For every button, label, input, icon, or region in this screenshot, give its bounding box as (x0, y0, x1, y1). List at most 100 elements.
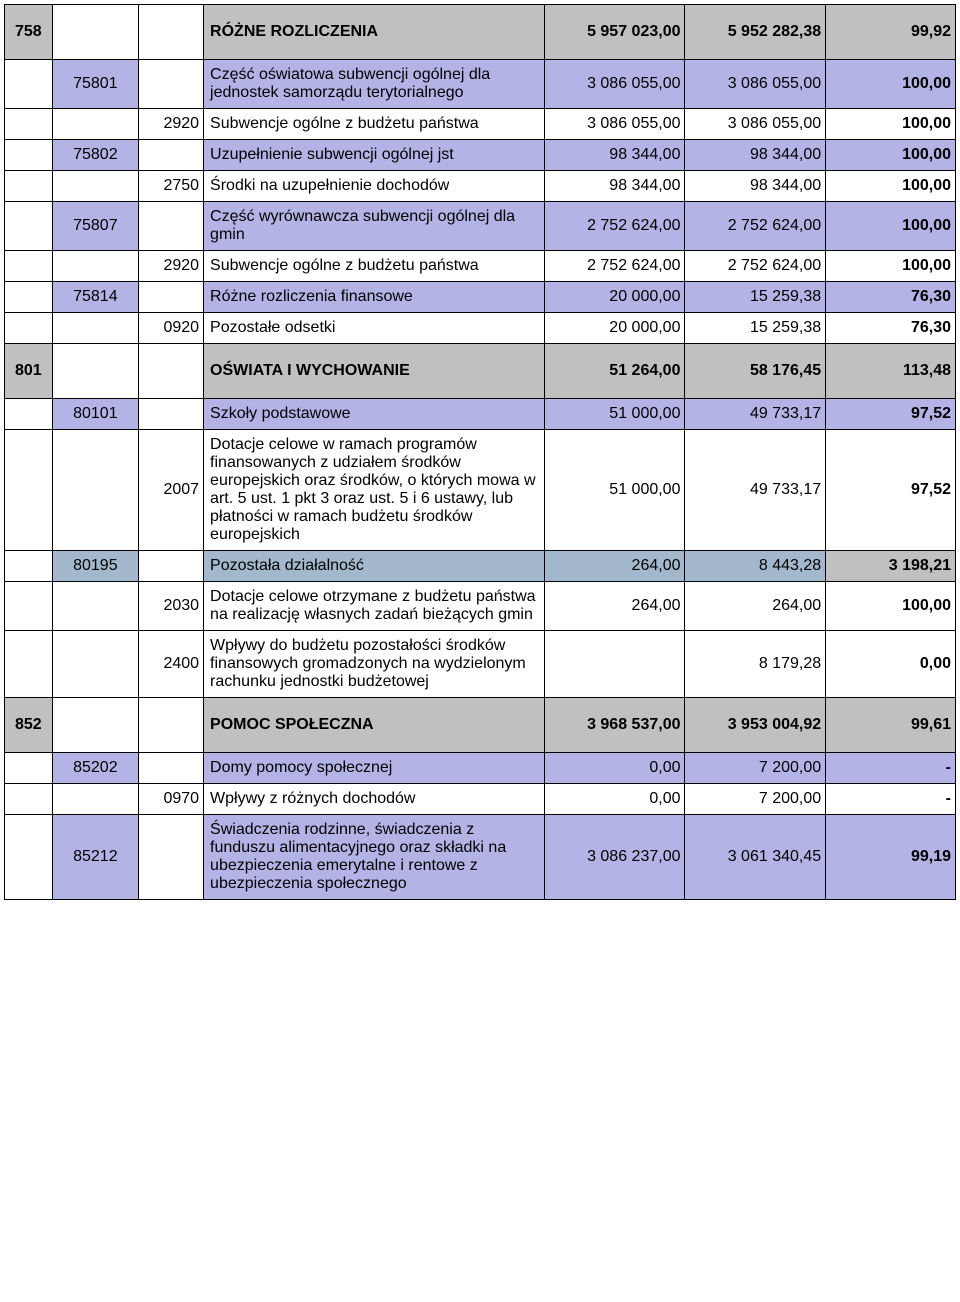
cell-c4: Wpływy z różnych dochodów (204, 784, 545, 815)
cell-c5: 98 344,00 (544, 171, 685, 202)
cell-c3 (139, 698, 204, 753)
cell-c4: Subwencje ogólne z budżetu państwa (204, 109, 545, 140)
cell-c6: 49 733,17 (685, 430, 826, 551)
table-row: 80101Szkoły podstawowe51 000,0049 733,17… (5, 399, 956, 430)
cell-c5: 2 752 624,00 (544, 202, 685, 251)
cell-c2 (52, 171, 139, 202)
cell-c4: Szkoły podstawowe (204, 399, 545, 430)
cell-c2: 75801 (52, 60, 139, 109)
cell-c6: 15 259,38 (685, 313, 826, 344)
cell-c1 (5, 140, 53, 171)
table-row: 0920Pozostałe odsetki20 000,0015 259,387… (5, 313, 956, 344)
cell-c4: Świadczenia rodzinne, świadczenia z fund… (204, 815, 545, 900)
cell-c5: 5 957 023,00 (544, 5, 685, 60)
cell-c1 (5, 582, 53, 631)
cell-c6: 7 200,00 (685, 753, 826, 784)
table-row: 75802Uzupełnienie subwencji ogólnej jst9… (5, 140, 956, 171)
cell-c7: 100,00 (826, 582, 956, 631)
cell-c1 (5, 631, 53, 698)
cell-c5 (544, 631, 685, 698)
cell-c1 (5, 171, 53, 202)
cell-c7: 100,00 (826, 202, 956, 251)
table-row: 0970Wpływy z różnych dochodów0,007 200,0… (5, 784, 956, 815)
cell-c6: 5 952 282,38 (685, 5, 826, 60)
cell-c7: 100,00 (826, 171, 956, 202)
cell-c4: Domy pomocy społecznej (204, 753, 545, 784)
cell-c3: 2030 (139, 582, 204, 631)
cell-c7: 100,00 (826, 140, 956, 171)
cell-c1 (5, 753, 53, 784)
cell-c6: 58 176,45 (685, 344, 826, 399)
cell-c1: 801 (5, 344, 53, 399)
cell-c5: 20 000,00 (544, 313, 685, 344)
cell-c4: POMOC SPOŁECZNA (204, 698, 545, 753)
cell-c3 (139, 140, 204, 171)
cell-c2: 75807 (52, 202, 139, 251)
cell-c5: 3 968 537,00 (544, 698, 685, 753)
cell-c1 (5, 313, 53, 344)
cell-c3 (139, 5, 204, 60)
cell-c4: Pozostałe odsetki (204, 313, 545, 344)
cell-c2 (52, 344, 139, 399)
cell-c2 (52, 5, 139, 60)
table-row: 2920Subwencje ogólne z budżetu państwa2 … (5, 251, 956, 282)
cell-c7: 99,61 (826, 698, 956, 753)
cell-c1 (5, 282, 53, 313)
cell-c7: 100,00 (826, 109, 956, 140)
cell-c4: Część wyrównawcza subwencji ogólnej dla … (204, 202, 545, 251)
cell-c3: 0920 (139, 313, 204, 344)
cell-c2 (52, 251, 139, 282)
cell-c4: OŚWIATA I WYCHOWANIE (204, 344, 545, 399)
table-row: 2400Wpływy do budżetu pozostałości środk… (5, 631, 956, 698)
cell-c2 (52, 631, 139, 698)
cell-c7: 0,00 (826, 631, 956, 698)
table-row: 2750Środki na uzupełnienie dochodów98 34… (5, 171, 956, 202)
cell-c5: 0,00 (544, 784, 685, 815)
cell-c7: 100,00 (826, 251, 956, 282)
cell-c3: 2007 (139, 430, 204, 551)
cell-c1 (5, 784, 53, 815)
cell-c5: 98 344,00 (544, 140, 685, 171)
cell-c3 (139, 753, 204, 784)
cell-c7: - (826, 753, 956, 784)
cell-c1 (5, 399, 53, 430)
cell-c7: 99,92 (826, 5, 956, 60)
table-row: 85202Domy pomocy społecznej0,007 200,00- (5, 753, 956, 784)
cell-c6: 2 752 624,00 (685, 251, 826, 282)
cell-c2: 75802 (52, 140, 139, 171)
cell-c6: 264,00 (685, 582, 826, 631)
cell-c6: 8 443,28 (685, 551, 826, 582)
table-row: 2007Dotacje celowe w ramach programów fi… (5, 430, 956, 551)
cell-c5: 20 000,00 (544, 282, 685, 313)
cell-c5: 51 000,00 (544, 399, 685, 430)
cell-c3: 2750 (139, 171, 204, 202)
cell-c6: 15 259,38 (685, 282, 826, 313)
cell-c6: 3 086 055,00 (685, 109, 826, 140)
cell-c2 (52, 582, 139, 631)
cell-c1: 758 (5, 5, 53, 60)
cell-c1 (5, 251, 53, 282)
table-row: 2920Subwencje ogólne z budżetu państwa3 … (5, 109, 956, 140)
cell-c2 (52, 698, 139, 753)
cell-c2 (52, 430, 139, 551)
cell-c3 (139, 282, 204, 313)
cell-c4: Środki na uzupełnienie dochodów (204, 171, 545, 202)
table-row: 758RÓŻNE ROZLICZENIA5 957 023,005 952 28… (5, 5, 956, 60)
cell-c2: 85212 (52, 815, 139, 900)
cell-c4: Część oświatowa subwencji ogólnej dla je… (204, 60, 545, 109)
cell-c6: 7 200,00 (685, 784, 826, 815)
cell-c3 (139, 551, 204, 582)
cell-c5: 51 000,00 (544, 430, 685, 551)
table-row: 75814Różne rozliczenia finansowe20 000,0… (5, 282, 956, 313)
cell-c7: 76,30 (826, 282, 956, 313)
cell-c5: 264,00 (544, 551, 685, 582)
table-row: 85212 Świadczenia rodzinne, świadczenia z… (5, 815, 956, 900)
cell-c1 (5, 109, 53, 140)
cell-c1 (5, 430, 53, 551)
cell-c7: 3 198,21 (826, 551, 956, 582)
cell-c7: 76,30 (826, 313, 956, 344)
budget-table: 758RÓŻNE ROZLICZENIA5 957 023,005 952 28… (4, 4, 956, 900)
cell-c5: 3 086 055,00 (544, 109, 685, 140)
cell-c4: Pozostała działalność (204, 551, 545, 582)
cell-c6: 2 752 624,00 (685, 202, 826, 251)
